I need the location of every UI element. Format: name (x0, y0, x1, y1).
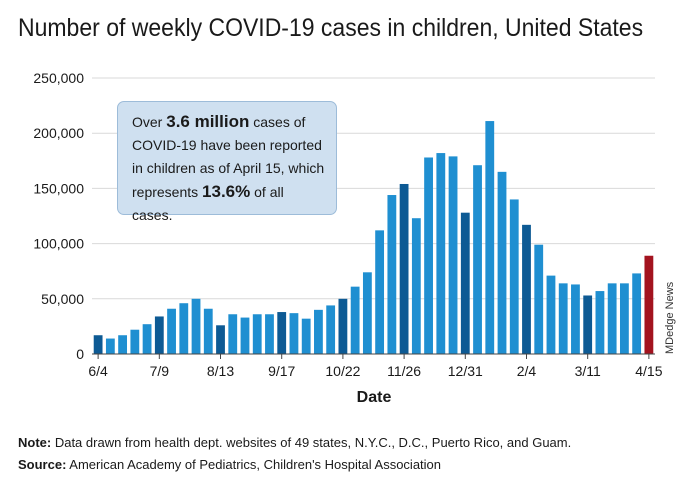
bar (277, 312, 287, 354)
bar (522, 224, 531, 354)
y-axis-ticks: 0 50,000 100,000 150,000 200,000 250,000 (33, 70, 84, 362)
bar (583, 295, 593, 354)
bar (448, 156, 458, 354)
chart-title: Number of weekly COVID-19 cases in child… (18, 14, 644, 42)
bar (203, 308, 213, 354)
callout-text: cases of (249, 114, 306, 130)
bar (473, 165, 482, 354)
bar (191, 298, 201, 354)
bar (460, 212, 470, 354)
y-tick-label: 100,000 (33, 236, 84, 252)
bar (485, 121, 495, 354)
bar (411, 218, 421, 354)
y-tick-label: 250,000 (33, 70, 84, 86)
bar (497, 171, 507, 354)
bar (595, 291, 605, 354)
y-tick-label: 0 (76, 346, 84, 362)
bar (644, 255, 654, 354)
callout-text: Over (132, 114, 167, 130)
credit-label: MDedge News (664, 281, 676, 354)
x-tick-label: 8/13 (207, 363, 234, 379)
bar (632, 273, 642, 354)
footnotes: Note: Data drawn from health dept. websi… (18, 432, 571, 476)
note-label: Note: (18, 435, 52, 450)
bar (338, 298, 348, 354)
note-line: Note: Data drawn from health dept. websi… (18, 432, 571, 454)
bar (558, 283, 568, 354)
bar (607, 283, 617, 354)
x-tick-label: 2/4 (517, 363, 537, 379)
bars (93, 121, 654, 354)
callout-line-2: COVID-19 have been reported (132, 137, 322, 153)
bar (301, 318, 311, 354)
bar (130, 329, 140, 354)
x-tick-label: 7/9 (150, 363, 170, 379)
callout-text: represents (132, 184, 203, 200)
bar (240, 317, 250, 354)
bar (216, 325, 225, 354)
x-tick-label: 6/4 (88, 363, 108, 379)
x-axis-label: Date (357, 389, 392, 406)
bar (265, 314, 274, 354)
x-tick-label: 4/15 (635, 363, 662, 379)
bar (167, 308, 176, 354)
y-tick-label: 150,000 (33, 180, 84, 196)
note-text: Data drawn from health dept. websites of… (51, 435, 572, 450)
x-tick-label: 9/17 (268, 363, 295, 379)
x-tick-label: 11/26 (387, 363, 421, 379)
bar-chart: 0 50,000 100,000 150,000 200,000 250,000 6/4 7… (33, 70, 663, 406)
bar (619, 283, 629, 354)
bar (252, 314, 262, 354)
bar (362, 272, 372, 354)
bar (105, 338, 115, 354)
bar (546, 275, 556, 354)
bar (142, 324, 152, 354)
x-tick-label: 3/11 (575, 363, 601, 379)
bar (93, 335, 103, 354)
y-tick-label: 200,000 (33, 125, 84, 141)
bar (118, 335, 128, 354)
bar (314, 309, 323, 354)
y-tick-label: 50,000 (41, 291, 84, 307)
callout-line-1: Over 3.6 million cases of (132, 110, 326, 134)
bar (399, 183, 409, 354)
x-tick-label: 10/22 (325, 363, 360, 379)
bar (509, 199, 519, 354)
bar (436, 153, 446, 354)
callout-line-4: represents 13.6% of all cases. (132, 180, 326, 227)
bar (228, 314, 238, 354)
bar (179, 303, 189, 354)
bar (375, 230, 385, 354)
source-text: American Academy of Pediatrics, Children… (66, 457, 442, 472)
callout-highlight: 3.6 million (166, 112, 250, 131)
bar (154, 316, 164, 354)
x-axis-ticks: 6/4 7/9 8/13 9/17 10/22 11/26 12/31 2/4 3/11 4/15 (88, 354, 663, 379)
bar (571, 284, 580, 354)
callout-box: Over 3.6 million cases of COVID-19 have … (117, 101, 337, 223)
bar (326, 305, 336, 354)
source-line: Source: American Academy of Pediatrics, … (18, 454, 571, 476)
bar (289, 313, 299, 354)
callout-highlight: 13.6% (202, 182, 251, 201)
source-label: Source: (18, 457, 67, 472)
callout-line-3: in children as of April 15, which (132, 160, 325, 176)
bar (534, 244, 544, 354)
bar (424, 157, 433, 354)
bar (350, 286, 360, 354)
x-tick-label: 12/31 (448, 363, 483, 379)
bar (387, 195, 397, 354)
callout-text: of all cases. (132, 184, 284, 223)
